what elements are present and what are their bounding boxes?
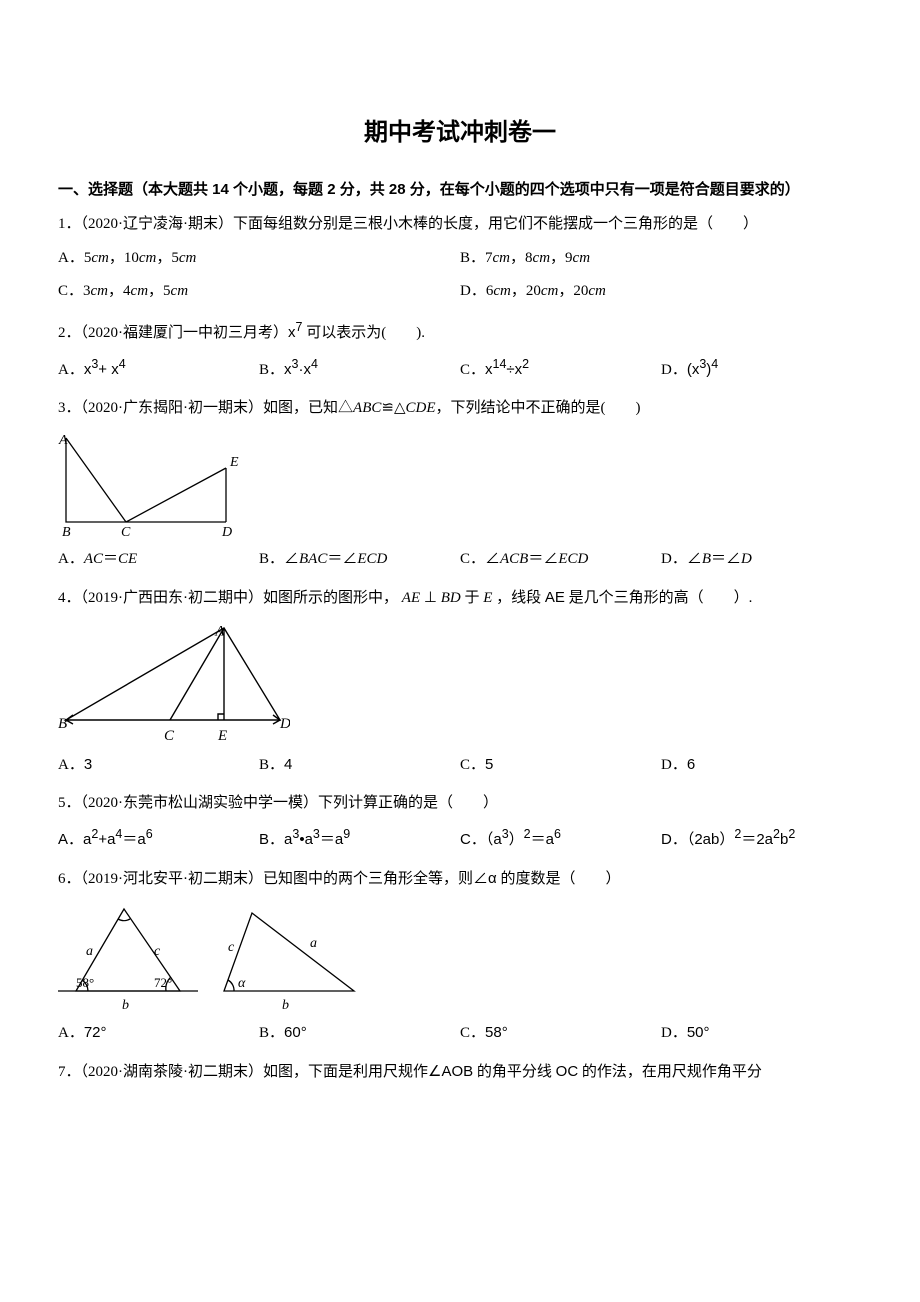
q7-source: （2020·湖南茶陵·初二期末） xyxy=(81,1064,264,1080)
q2-optB: B．x3·x4 xyxy=(259,351,460,387)
q3-optB: B．∠BAC＝∠ECD xyxy=(259,544,460,576)
q3-optA: A．AC＝CE xyxy=(58,544,259,576)
q1-optB: B．7cm，8cm，9cm xyxy=(460,243,862,275)
svg-text:b: b xyxy=(282,998,289,1013)
q5-source: （2020·东莞市松山湖实验中学一模） xyxy=(81,795,319,811)
q1-optA: A．5cm，10cm，5cm xyxy=(58,243,460,275)
svg-text:A: A xyxy=(58,433,68,448)
svg-text:A: A xyxy=(214,624,225,640)
q6-opts: A．72° B．60° C．58° D．50° xyxy=(58,1017,862,1050)
q1-stem: 1．（2020·辽宁凌海·期末）下面每组数分别是三根小木棒的长度，用它们不能摆成… xyxy=(58,209,862,241)
q3-figure: A B C D E xyxy=(58,430,240,540)
q1-optC: C．3cm，4cm，5cm xyxy=(58,276,460,308)
q1-text: 下面每组数分别是三根小木棒的长度，用它们不能摆成一个三角形的是（ ） xyxy=(233,216,758,232)
q3-optD: D．∠B＝∠D xyxy=(661,544,862,576)
q4-optC: C．5 xyxy=(460,749,661,782)
question-2: 2．（2020·福建厦门一中初三月考）x7 可以表示为( ). A．x3+ x4… xyxy=(58,314,862,387)
question-5: 5．（2020·东莞市松山湖实验中学一模）下列计算正确的是（ ） A．a2+a4… xyxy=(58,788,862,857)
q3-source: （2020·广东揭阳·初一期末） xyxy=(81,400,264,416)
q6-stem: 6．（2019·河北安平·初二期末）已知图中的两个三角形全等，则∠α 的度数是（… xyxy=(58,863,862,896)
q6-optD: D．50° xyxy=(661,1017,862,1050)
q5-optC: C．（a3）2＝a6 xyxy=(460,821,661,857)
page-title: 期中考试冲刺卷一 xyxy=(58,110,862,156)
q6-source: （2019·河北安平·初二期末） xyxy=(81,871,264,887)
q1-optD: D．6cm，20cm，20cm xyxy=(460,276,862,308)
q5-optB: B．a3•a3＝a9 xyxy=(259,821,460,857)
q6-optB: B．60° xyxy=(259,1017,460,1050)
q2-optC: C．x14÷x2 xyxy=(460,351,661,387)
q4-optB: B．4 xyxy=(259,749,460,782)
svg-text:c: c xyxy=(228,940,235,955)
q5-opts: A．a2+a4＝a6 B．a3•a3＝a9 C．（a3）2＝a6 D．（2ab）… xyxy=(58,821,862,857)
question-3: 3．（2020·广东揭阳·初一期末）如图，已知△ABC≌△CDE，下列结论中不正… xyxy=(58,393,862,576)
question-4: 4．（2019·广西田东·初二期中）如图所示的图形中， AE ⊥ BD 于 E … xyxy=(58,582,862,782)
q6-optC: C．58° xyxy=(460,1017,661,1050)
svg-text:E: E xyxy=(217,728,227,744)
q2-optA: A．x3+ x4 xyxy=(58,351,259,387)
q2-source: （2020·福建厦门一中初三月考） xyxy=(81,325,289,341)
q1-source: （2020·辽宁凌海·期末） xyxy=(81,216,234,232)
q3-optC: C．∠ACB＝∠ECD xyxy=(460,544,661,576)
q4-optD: D．6 xyxy=(661,749,862,782)
svg-text:D: D xyxy=(279,716,290,732)
svg-text:D: D xyxy=(221,525,232,540)
q1-opts-2: C．3cm，4cm，5cm D．6cm，20cm，20cm xyxy=(58,276,862,308)
section-heading: 一、选择题（本大题共 14 个小题，每题 2 分，共 28 分，在每个小题的四个… xyxy=(58,174,862,206)
q5-optA: A．a2+a4＝a6 xyxy=(58,821,259,857)
svg-text:C: C xyxy=(121,525,131,540)
q4-stem: 4．（2019·广西田东·初二期中）如图所示的图形中， AE ⊥ BD 于 E … xyxy=(58,582,862,615)
q2-opts: A．x3+ x4 B．x3·x4 C．x14÷x2 D．(x3)4 xyxy=(58,351,862,387)
svg-text:E: E xyxy=(229,455,239,470)
q5-stem: 5．（2020·东莞市松山湖实验中学一模）下列计算正确的是（ ） xyxy=(58,788,862,820)
question-6: 6．（2019·河北安平·初二期末）已知图中的两个三角形全等，则∠α 的度数是（… xyxy=(58,863,862,1050)
q6-optA: A．72° xyxy=(58,1017,259,1050)
svg-text:B: B xyxy=(58,716,67,732)
svg-text:C: C xyxy=(164,728,175,744)
svg-text:b: b xyxy=(122,998,129,1013)
q3-opts: A．AC＝CE B．∠BAC＝∠ECD C．∠ACB＝∠ECD D．∠B＝∠D xyxy=(58,544,862,576)
q4-figure: A B C D E xyxy=(58,620,290,745)
svg-text:a: a xyxy=(310,936,317,951)
question-1: 1．（2020·辽宁凌海·期末）下面每组数分别是三根小木棒的长度，用它们不能摆成… xyxy=(58,209,862,308)
svg-text:58°: 58° xyxy=(76,975,94,990)
q3-stem: 3．（2020·广东揭阳·初一期末）如图，已知△ABC≌△CDE，下列结论中不正… xyxy=(58,393,862,425)
q4-optA: A．3 xyxy=(58,749,259,782)
q2-optD: D．(x3)4 xyxy=(661,351,862,387)
q7-stem: 7．（2020·湖南茶陵·初二期末）如图，下面是利用尺规作∠AOB 的角平分线 … xyxy=(58,1056,862,1089)
q6-figure: a c b c a b α 58° 72° xyxy=(58,901,358,1013)
svg-text:a: a xyxy=(86,944,93,959)
q-num: 1． xyxy=(58,216,81,232)
q2-stem: 2．（2020·福建厦门一中初三月考）x7 可以表示为( ). xyxy=(58,314,862,350)
svg-text:72°: 72° xyxy=(154,975,172,990)
q4-opts: A．3 B．4 C．5 D．6 xyxy=(58,749,862,782)
svg-text:B: B xyxy=(62,525,71,540)
q5-optD: D．（2ab）2＝2a2b2 xyxy=(661,821,862,857)
question-7: 7．（2020·湖南茶陵·初二期末）如图，下面是利用尺规作∠AOB 的角平分线 … xyxy=(58,1056,862,1089)
svg-text:α: α xyxy=(238,976,246,991)
svg-text:c: c xyxy=(154,944,161,959)
q4-source: （2019·广西田东·初二期中） xyxy=(81,590,264,606)
q1-opts-1: A．5cm，10cm，5cm B．7cm，8cm，9cm xyxy=(58,243,862,275)
